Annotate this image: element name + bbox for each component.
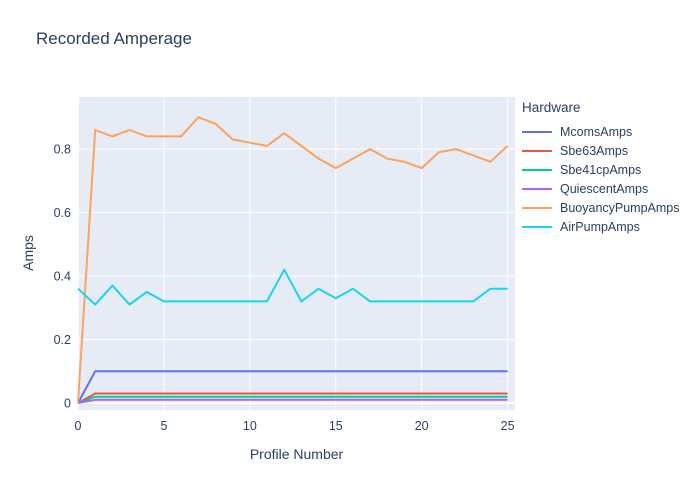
legend-swatch-Sbe41cpAmps (522, 168, 552, 171)
y-tick-label: 0 (64, 397, 71, 411)
x-tick-label: 20 (415, 419, 429, 433)
series-line-Sbe63Amps (77, 392, 508, 404)
legend-swatch-McomsAmps (522, 130, 552, 133)
x-tick-label: 10 (243, 419, 257, 433)
y-tick-label: 0.2 (54, 333, 71, 347)
x-axis-title: Profile Number (249, 446, 344, 462)
legend-label: BuoyancyPumpAmps (560, 200, 680, 215)
legend-swatch-Sbe63Amps (522, 149, 552, 152)
legend-items: McomsAmps Sbe63Amps Sbe41cpAmps QuiescentAm… (522, 122, 680, 236)
legend: Hardware McomsAmps Sbe63Amps Sbe41cpAmps Qu… (522, 100, 680, 236)
legend-item-Sbe41cpAmps[interactable]: Sbe41cpAmps (522, 160, 680, 179)
legend-label: QuiescentAmps (560, 181, 649, 196)
x-tick-label: 25 (501, 419, 515, 433)
legend-title: Hardware (522, 100, 581, 115)
legend-swatch-AirPumpAmps (522, 225, 552, 228)
series-line-Sbe41cpAmps (77, 395, 508, 404)
x-tick-label: 15 (329, 419, 343, 433)
legend-item-QuiescentAmps[interactable]: QuiescentAmps (522, 179, 680, 198)
legend-item-Sbe63Amps[interactable]: Sbe63Amps (522, 141, 680, 160)
legend-swatch-BuoyancyPumpAmps (522, 206, 552, 209)
series-line-QuiescentAmps (77, 398, 508, 404)
plot-area[interactable] (78, 97, 515, 410)
chart-title: Recorded Amperage (36, 29, 192, 48)
y-tick-label: 0.6 (54, 206, 71, 220)
legend-swatch-QuiescentAmps (522, 187, 552, 190)
series-line-BuoyancyPumpAmps (77, 116, 509, 404)
x-tick-label: 0 (75, 419, 82, 433)
series-line-AirPumpAmps (77, 268, 508, 306)
legend-label: AirPumpAmps (560, 219, 640, 234)
legend-item-AirPumpAmps[interactable]: AirPumpAmps (522, 217, 680, 236)
y-axis-title: Amps (20, 235, 36, 271)
x-tick-label: 5 (160, 419, 167, 433)
legend-label: McomsAmps (560, 124, 633, 139)
y-tick-label: 0.4 (54, 270, 71, 284)
legend-item-McomsAmps[interactable]: McomsAmps (522, 122, 680, 141)
y-tick-label: 0.8 (54, 143, 71, 157)
legend-label: Sbe63Amps (560, 143, 629, 158)
legend-item-BuoyancyPumpAmps[interactable]: BuoyancyPumpAmps (522, 198, 680, 217)
series-line-McomsAmps (77, 370, 508, 404)
legend-label: Sbe41cpAmps (560, 162, 642, 177)
